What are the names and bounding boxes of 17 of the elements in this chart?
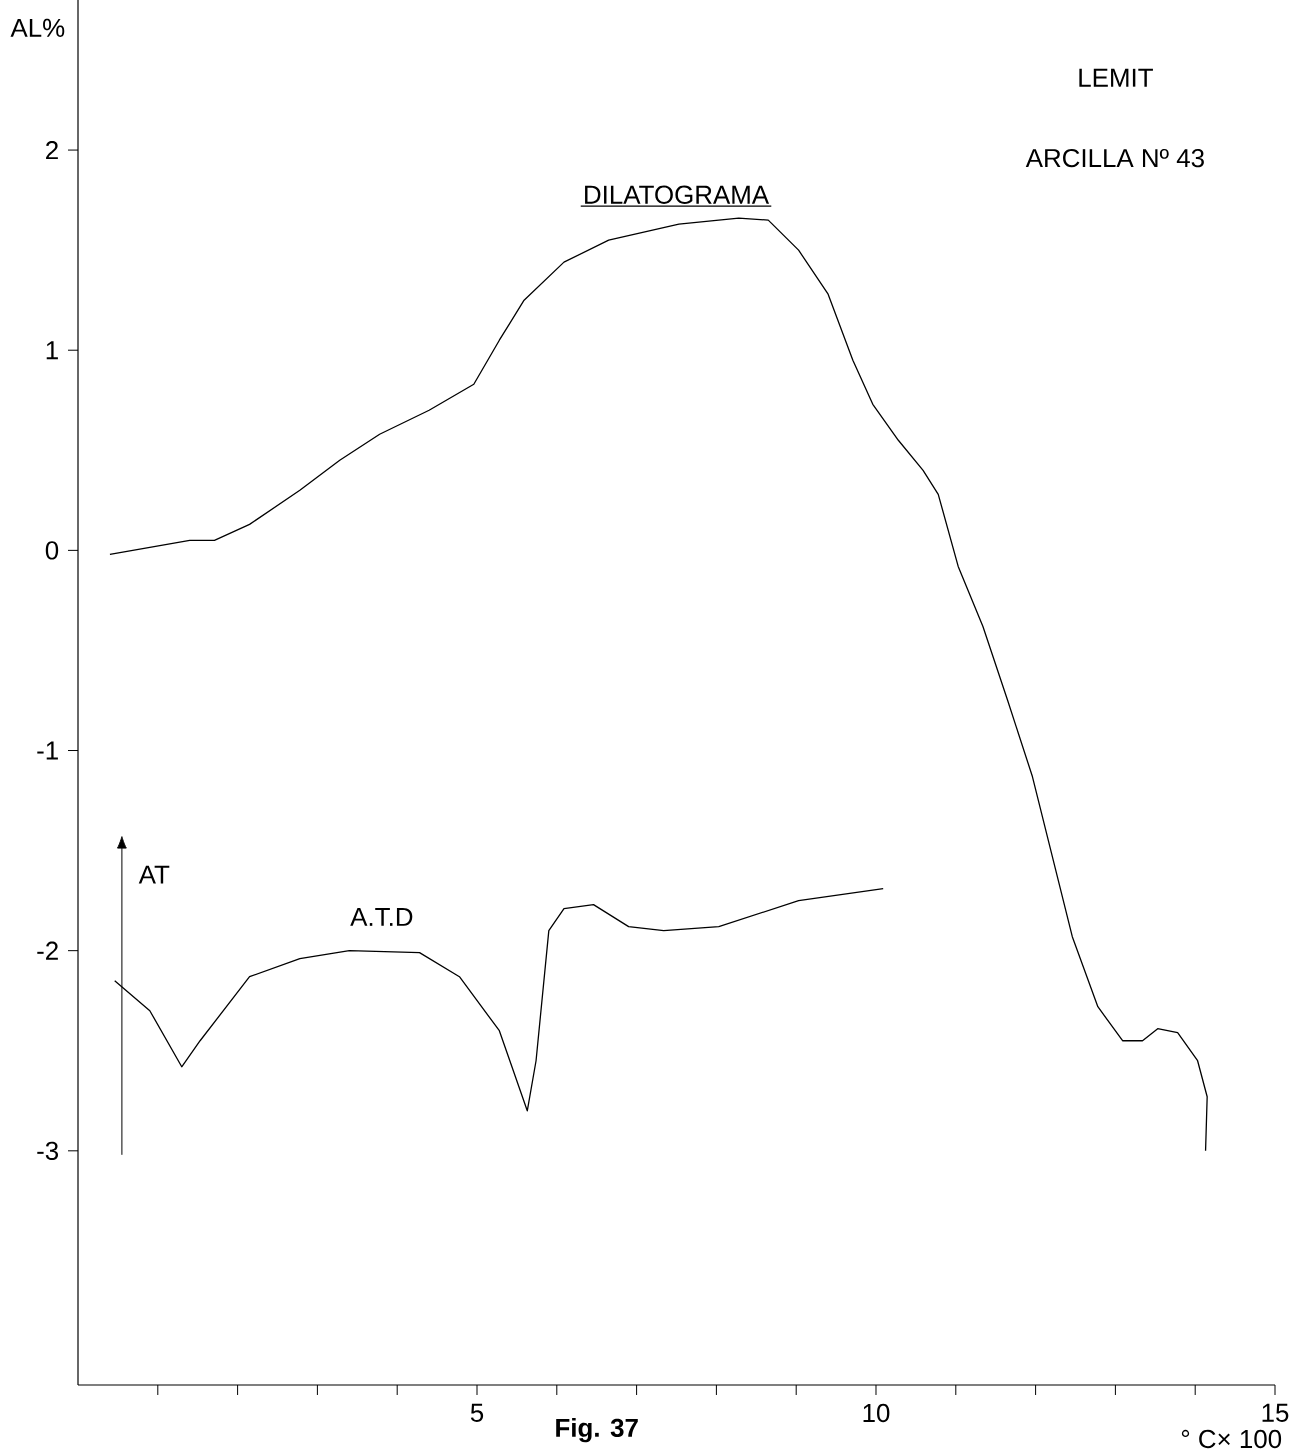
annotation: ARCILLA Nº 43 — [1025, 148, 1204, 168]
annotation: AT — [138, 865, 170, 884]
y-tick-label: 0 — [45, 541, 59, 560]
series-label: DILATOGRAMA — [585, 185, 770, 204]
y-tick-label: 2 — [46, 141, 58, 160]
y-tick-label: -3 — [37, 1141, 59, 1160]
y-tick-label: -1 — [37, 741, 58, 760]
series-label: A.T.D — [350, 907, 413, 926]
x-tick-label: 10 — [863, 1403, 890, 1423]
x-tick-label: 15 — [1262, 1403, 1289, 1422]
y-axis-title: AL% — [10, 18, 65, 37]
x-axis-title: ° C× 100 — [1181, 1429, 1282, 1449]
annotation: LEMIT — [1079, 68, 1153, 87]
x-tick-label: 5 — [470, 1403, 484, 1422]
y-tick-label: -2 — [37, 941, 58, 960]
y-tick-label: 1 — [46, 341, 58, 360]
caption: Fig. 37 — [556, 1417, 638, 1443]
